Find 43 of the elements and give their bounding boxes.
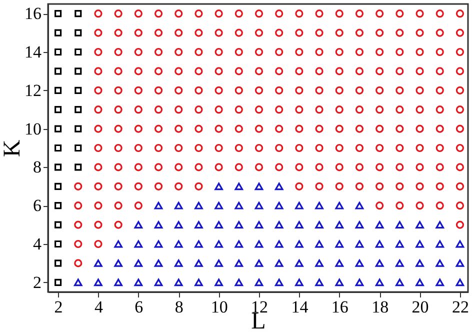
- point: [54, 106, 62, 114]
- point: [54, 86, 62, 94]
- point: [74, 68, 82, 75]
- x-tick-label: 20: [412, 298, 429, 316]
- x-tick-label: 4: [94, 298, 104, 316]
- point: [54, 182, 62, 190]
- y-tick-label: 4: [33, 234, 42, 254]
- point: [54, 48, 62, 56]
- point: [74, 144, 82, 152]
- x-tick-label: 8: [174, 298, 184, 316]
- x-tick-label: 14: [291, 298, 309, 316]
- x-tick-label: 18: [372, 298, 389, 316]
- point: [74, 86, 82, 94]
- point: [54, 29, 62, 36]
- point: [74, 164, 82, 171]
- point: [54, 221, 62, 228]
- point: [54, 10, 62, 18]
- point: [54, 240, 62, 248]
- point: [54, 260, 62, 267]
- y-tick-label: 12: [24, 80, 42, 100]
- point: [54, 68, 62, 75]
- point: [74, 10, 82, 18]
- y-tick-label: 8: [33, 158, 42, 177]
- x-tick-label: 6: [134, 298, 144, 316]
- x-tick-label: 22: [452, 298, 469, 316]
- point: [74, 106, 82, 114]
- y-tick-label: 10: [24, 119, 42, 138]
- point: [54, 144, 62, 152]
- y-tick-label: 16: [24, 4, 42, 24]
- x-tick-label: 10: [210, 298, 228, 316]
- x-tick-label: 16: [331, 298, 348, 316]
- x-tick-label: 2: [54, 298, 63, 316]
- y-tick-label: 6: [33, 196, 42, 216]
- point: [54, 202, 62, 210]
- point: [74, 29, 82, 36]
- point: [54, 164, 62, 171]
- y-tick-label: 14: [24, 42, 42, 62]
- point: [74, 48, 82, 56]
- point: [74, 125, 82, 132]
- y-axis-title: K: [0, 139, 26, 158]
- y-tick-label: 2: [33, 272, 42, 292]
- point: [54, 278, 62, 286]
- point: [54, 125, 62, 132]
